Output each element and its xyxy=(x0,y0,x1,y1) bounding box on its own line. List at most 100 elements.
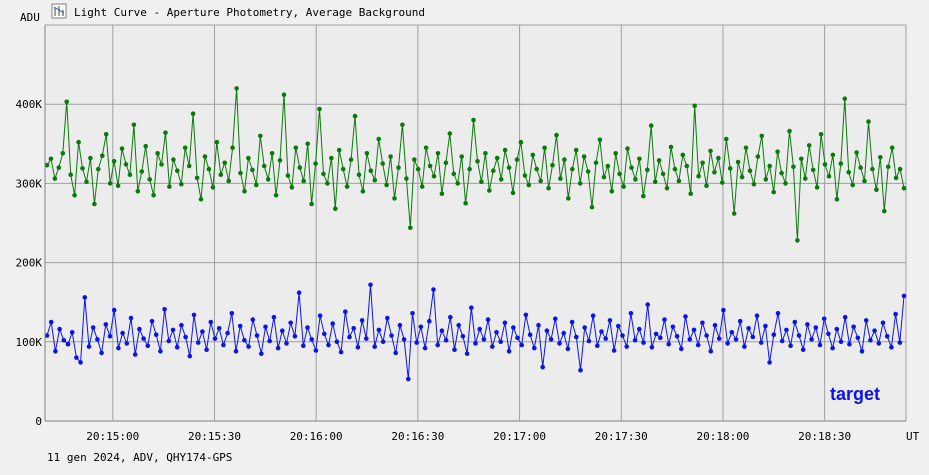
data-point xyxy=(292,334,298,339)
data-point xyxy=(558,176,563,181)
data-point xyxy=(175,168,180,173)
data-point xyxy=(538,178,543,184)
data-point xyxy=(658,335,663,341)
data-point xyxy=(218,172,224,177)
data-point xyxy=(103,322,109,327)
data-point xyxy=(116,345,121,351)
data-point xyxy=(464,351,470,357)
data-point xyxy=(44,162,50,168)
data-point xyxy=(725,341,730,346)
data-point xyxy=(810,167,816,173)
data-point xyxy=(448,314,453,320)
data-point xyxy=(439,328,445,334)
data-point xyxy=(221,342,226,348)
data-point xyxy=(855,335,861,341)
data-point xyxy=(506,165,512,170)
data-point xyxy=(637,326,642,332)
data-point xyxy=(515,335,520,341)
data-point xyxy=(542,145,547,151)
data-point xyxy=(171,157,176,162)
data-point xyxy=(791,164,796,170)
data-point xyxy=(494,155,500,161)
data-point xyxy=(586,338,592,344)
data-point xyxy=(182,145,188,151)
data-point xyxy=(771,189,776,195)
data-point xyxy=(641,340,646,345)
data-point xyxy=(198,196,204,202)
data-point xyxy=(582,325,587,330)
data-point xyxy=(82,295,88,300)
footer-info: 11 gen 2024, ADV, QHY174-GPS xyxy=(47,451,232,464)
data-point xyxy=(830,345,835,351)
data-point xyxy=(159,162,164,167)
data-point xyxy=(557,341,562,346)
data-point xyxy=(271,314,277,320)
data-point xyxy=(325,181,330,186)
data-point xyxy=(123,162,129,167)
data-point xyxy=(404,176,409,181)
chart-icon[interactable] xyxy=(51,3,67,19)
data-point xyxy=(297,165,303,170)
data-point xyxy=(684,163,690,169)
x-tick-label: 20:17:00 xyxy=(493,430,546,443)
data-point xyxy=(400,122,405,128)
data-point xyxy=(269,151,275,156)
data-point xyxy=(44,333,50,338)
data-point xyxy=(132,352,138,357)
data-point xyxy=(208,319,214,325)
x-tick-label: 20:17:30 xyxy=(595,430,648,443)
data-point xyxy=(570,166,575,172)
data-point xyxy=(90,325,96,330)
data-point xyxy=(616,323,621,329)
data-point xyxy=(186,163,192,169)
data-point xyxy=(779,170,784,176)
data-point xyxy=(847,341,852,347)
data-point xyxy=(720,180,725,185)
data-point xyxy=(834,326,840,332)
data-point xyxy=(384,182,389,188)
data-point xyxy=(372,177,378,183)
data-point xyxy=(455,181,461,186)
data-point xyxy=(230,145,235,151)
data-point xyxy=(265,177,271,182)
data-point xyxy=(565,346,571,352)
data-point xyxy=(385,315,390,321)
data-point xyxy=(179,181,184,187)
plot-series xyxy=(44,86,907,382)
data-point xyxy=(261,163,267,169)
plot-area xyxy=(45,25,906,421)
data-point xyxy=(792,319,798,325)
chart-title: Light Curve - Aperture Photometry, Avera… xyxy=(74,6,425,19)
data-point xyxy=(645,302,650,307)
data-point xyxy=(212,336,218,341)
data-point xyxy=(648,123,654,128)
data-point xyxy=(368,168,374,173)
data-point xyxy=(333,206,338,211)
data-point xyxy=(393,350,399,356)
data-point xyxy=(84,179,89,185)
data-point xyxy=(388,154,393,159)
x-tick-label: 20:16:30 xyxy=(391,430,444,443)
data-point xyxy=(813,325,819,330)
data-point xyxy=(589,204,595,210)
data-point xyxy=(253,182,259,188)
data-point xyxy=(364,151,370,156)
data-point xyxy=(340,166,346,172)
data-point xyxy=(162,307,167,312)
data-point xyxy=(668,144,674,150)
data-point xyxy=(210,185,216,190)
data-point xyxy=(814,185,820,190)
y-tick-label: 300K xyxy=(16,177,43,190)
data-point xyxy=(141,336,146,341)
data-point xyxy=(309,337,315,342)
data-point xyxy=(821,316,827,322)
data-point xyxy=(624,344,629,349)
data-point xyxy=(250,167,255,173)
data-point xyxy=(419,184,425,189)
data-point xyxy=(695,342,701,348)
data-point xyxy=(901,293,907,299)
data-point xyxy=(893,311,898,317)
data-point xyxy=(562,157,567,162)
data-point xyxy=(874,187,879,192)
data-point xyxy=(343,309,348,315)
